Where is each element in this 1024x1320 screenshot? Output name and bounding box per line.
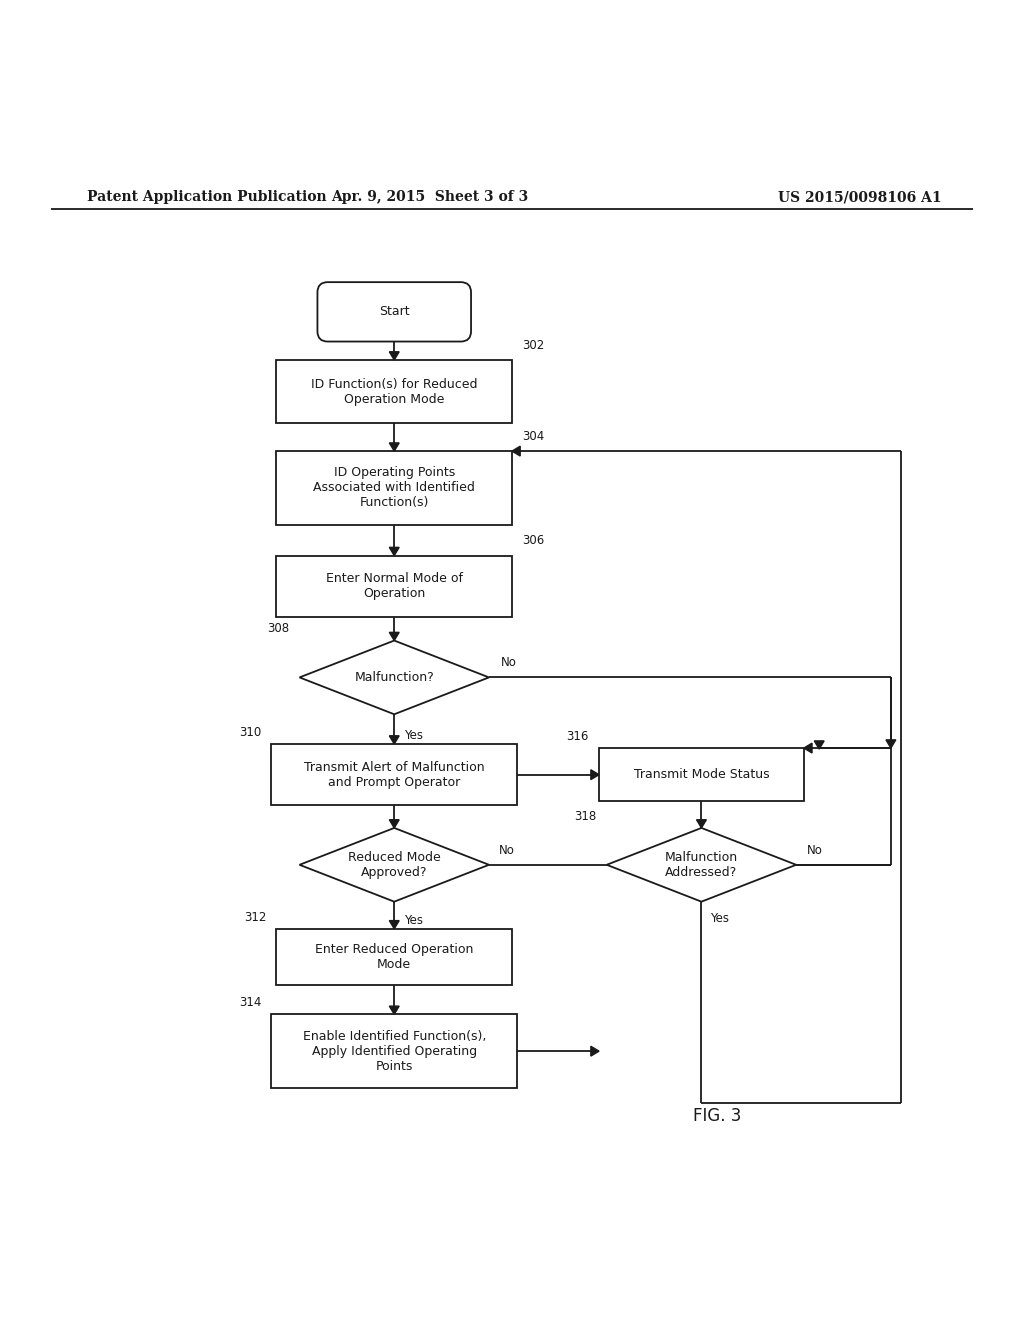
Text: Enter Reduced Operation
Mode: Enter Reduced Operation Mode [315,942,473,972]
Polygon shape [591,770,599,780]
Polygon shape [389,351,399,360]
Polygon shape [389,548,399,556]
Text: Enable Identified Function(s),
Apply Identified Operating
Points: Enable Identified Function(s), Apply Ide… [302,1030,486,1073]
Polygon shape [606,828,797,902]
Text: Yes: Yes [710,912,729,925]
Bar [276,451,512,525]
Polygon shape [389,820,399,828]
Polygon shape [299,828,489,902]
Text: 308: 308 [267,623,289,635]
Text: No: No [807,843,822,857]
Polygon shape [299,640,489,714]
Polygon shape [389,444,399,451]
Text: 304: 304 [522,430,545,444]
Text: Start: Start [379,305,410,318]
Polygon shape [389,920,399,929]
Polygon shape [389,632,399,640]
Text: US 2015/0098106 A1: US 2015/0098106 A1 [778,190,942,205]
Text: ID Function(s) for Reduced
Operation Mode: ID Function(s) for Reduced Operation Mod… [311,378,477,405]
Bar [271,1014,517,1088]
Text: FIG. 3: FIG. 3 [692,1106,741,1125]
Text: Patent Application Publication: Patent Application Publication [87,190,327,205]
Text: Transmit Alert of Malfunction
and Prompt Operator: Transmit Alert of Malfunction and Prompt… [304,760,484,788]
FancyBboxPatch shape [317,282,471,342]
Text: 310: 310 [239,726,261,739]
Text: Apr. 9, 2015  Sheet 3 of 3: Apr. 9, 2015 Sheet 3 of 3 [332,190,528,205]
Text: Enter Normal Mode of
Operation: Enter Normal Mode of Operation [326,573,463,601]
Bar [276,360,512,424]
Bar [276,929,512,985]
Text: Transmit Mode Status: Transmit Mode Status [634,768,769,781]
Polygon shape [886,741,896,748]
Polygon shape [389,735,399,744]
Bar [599,748,804,801]
Polygon shape [804,743,812,752]
Text: Reduced Mode
Approved?: Reduced Mode Approved? [348,851,440,879]
Bar [271,744,517,805]
Polygon shape [814,741,824,748]
Polygon shape [389,1006,399,1014]
Text: 312: 312 [244,911,266,924]
Text: Yes: Yes [404,913,424,927]
Text: ID Operating Points
Associated with Identified
Function(s): ID Operating Points Associated with Iden… [313,466,475,510]
Text: 302: 302 [522,339,545,351]
Text: 306: 306 [522,535,545,548]
Text: Malfunction?: Malfunction? [354,671,434,684]
Text: 316: 316 [566,730,589,743]
Polygon shape [512,446,520,455]
Text: No: No [500,843,515,857]
Text: 314: 314 [239,997,261,1010]
Polygon shape [696,820,707,828]
Text: 318: 318 [574,809,596,822]
Text: Yes: Yes [404,729,424,742]
Bar [276,556,512,616]
Text: Malfunction
Addressed?: Malfunction Addressed? [665,851,738,879]
Polygon shape [591,1047,599,1056]
Text: No: No [502,656,517,669]
